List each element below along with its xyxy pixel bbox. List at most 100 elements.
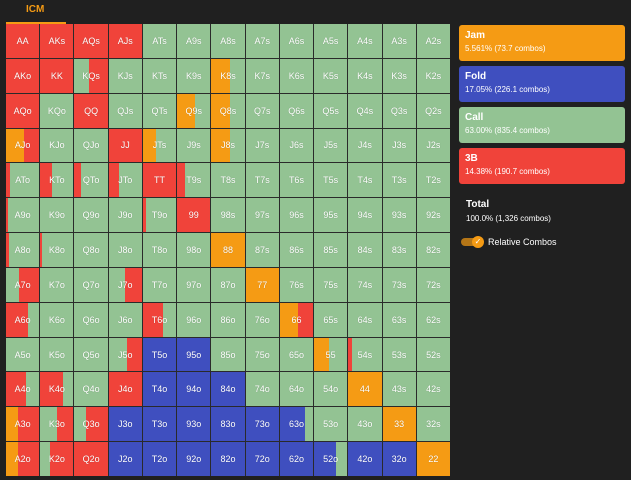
hand-cell[interactable]: K5o xyxy=(40,337,74,372)
hand-cell[interactable]: KTo xyxy=(40,163,74,198)
hand-cell[interactable]: A5s xyxy=(314,24,348,58)
hand-cell[interactable]: J5o xyxy=(108,337,142,372)
hand-cell[interactable]: 87s xyxy=(245,233,279,267)
hand-cell[interactable]: 82o xyxy=(211,442,245,476)
legend-card-fold[interactable]: Fold 17.05% (226.1 combos) xyxy=(459,66,625,102)
hand-cell[interactable]: 86o xyxy=(211,302,245,337)
hand-cell[interactable]: A9o xyxy=(6,198,40,233)
hand-cell[interactable]: T9o xyxy=(142,198,177,233)
hand-cell[interactable]: 62o xyxy=(279,442,314,476)
hand-cell[interactable]: JTo xyxy=(108,163,142,198)
hand-cell[interactable]: 33 xyxy=(382,407,416,442)
hand-cell[interactable]: J2o xyxy=(108,442,142,476)
hand-cell[interactable]: K5s xyxy=(314,58,348,93)
hand-cell[interactable]: 64o xyxy=(279,372,314,407)
hand-cell[interactable]: 95s xyxy=(314,198,348,233)
hand-cell[interactable]: KJo xyxy=(40,128,74,163)
hand-cell[interactable]: AJo xyxy=(6,128,40,163)
hand-cell[interactable]: A2s xyxy=(416,24,450,58)
hand-cell[interactable]: 43o xyxy=(348,407,382,442)
hand-cell[interactable]: T6o xyxy=(142,302,177,337)
hand-cell[interactable]: 53o xyxy=(314,407,348,442)
hand-cell[interactable]: 32s xyxy=(416,407,450,442)
hand-cell[interactable]: A8s xyxy=(211,24,245,58)
hand-cell[interactable]: 92s xyxy=(416,198,450,233)
hand-cell[interactable]: 42s xyxy=(416,372,450,407)
hand-cell[interactable]: KQs xyxy=(74,58,108,93)
hand-cell[interactable]: 55 xyxy=(314,337,348,372)
hand-cell[interactable]: Q4o xyxy=(74,372,108,407)
hand-cell[interactable]: 74o xyxy=(245,372,279,407)
hand-cell[interactable]: 82s xyxy=(416,233,450,267)
hand-cell[interactable]: 77 xyxy=(245,267,279,302)
hand-cell[interactable]: T2s xyxy=(416,163,450,198)
hand-cell[interactable]: J9o xyxy=(108,198,142,233)
hand-cell[interactable]: 64s xyxy=(348,302,382,337)
hand-cell[interactable]: Q2o xyxy=(74,442,108,476)
legend-card-3b[interactable]: 3B 14.38% (190.7 combos) xyxy=(459,148,625,184)
hand-cell[interactable]: A4o xyxy=(6,372,40,407)
hand-cell[interactable]: KTs xyxy=(142,58,177,93)
hand-cell[interactable]: J3o xyxy=(108,407,142,442)
hand-cell[interactable]: 83s xyxy=(382,233,416,267)
hand-cell[interactable]: 52o xyxy=(314,442,348,476)
hand-cell[interactable]: 94s xyxy=(348,198,382,233)
hand-cell[interactable]: Q8o xyxy=(74,233,108,267)
hand-cell[interactable]: Q4s xyxy=(348,93,382,128)
hand-cell[interactable]: Q9o xyxy=(74,198,108,233)
hand-cell[interactable]: J2s xyxy=(416,128,450,163)
hand-cell[interactable]: 93o xyxy=(177,407,211,442)
hand-cell[interactable]: 43s xyxy=(382,372,416,407)
hand-cell[interactable]: 88 xyxy=(211,233,245,267)
hand-cell[interactable]: J4s xyxy=(348,128,382,163)
hand-cell[interactable]: 76o xyxy=(245,302,279,337)
hand-cell[interactable]: TT xyxy=(142,163,177,198)
hand-cell[interactable]: 85s xyxy=(314,233,348,267)
hand-cell[interactable]: A3s xyxy=(382,24,416,58)
hand-cell[interactable]: ATs xyxy=(142,24,177,58)
hand-cell[interactable]: 75s xyxy=(314,267,348,302)
hand-cell[interactable]: T7o xyxy=(142,267,177,302)
hand-cell[interactable]: K8o xyxy=(40,233,74,267)
hand-cell[interactable]: Q2s xyxy=(416,93,450,128)
hand-cell[interactable]: K2s xyxy=(416,58,450,93)
hand-cell[interactable]: QTo xyxy=(74,163,108,198)
hand-cell[interactable]: T3s xyxy=(382,163,416,198)
hand-cell[interactable]: AKs xyxy=(40,24,74,58)
hand-cell[interactable]: K3s xyxy=(382,58,416,93)
hand-cell[interactable]: Q7s xyxy=(245,93,279,128)
hand-cell[interactable]: AJs xyxy=(108,24,142,58)
hand-cell[interactable]: A7o xyxy=(6,267,40,302)
hand-cell[interactable]: KQo xyxy=(40,93,74,128)
hand-cell[interactable]: 75o xyxy=(245,337,279,372)
hand-cell[interactable]: J8o xyxy=(108,233,142,267)
hand-cell[interactable]: Q5s xyxy=(314,93,348,128)
hand-cell[interactable]: K8s xyxy=(211,58,245,93)
hand-cell[interactable]: 65s xyxy=(314,302,348,337)
hand-cell[interactable]: T4s xyxy=(348,163,382,198)
hand-cell[interactable]: T5s xyxy=(314,163,348,198)
hand-cell[interactable]: Q7o xyxy=(74,267,108,302)
hand-cell[interactable]: KK xyxy=(40,58,74,93)
hand-cell[interactable]: J7s xyxy=(245,128,279,163)
hand-cell[interactable]: AKo xyxy=(6,58,40,93)
hand-cell[interactable]: Q3o xyxy=(74,407,108,442)
hand-cell[interactable]: ATo xyxy=(6,163,40,198)
hand-cell[interactable]: J7o xyxy=(108,267,142,302)
hand-cell[interactable]: 94o xyxy=(177,372,211,407)
hand-cell[interactable]: 65o xyxy=(279,337,314,372)
hand-cell[interactable]: 99 xyxy=(177,198,211,233)
hand-cell[interactable]: 72o xyxy=(245,442,279,476)
hand-cell[interactable]: AQs xyxy=(74,24,108,58)
hand-cell[interactable]: 98o xyxy=(177,233,211,267)
hand-cell[interactable]: J3s xyxy=(382,128,416,163)
hand-cell[interactable]: 62s xyxy=(416,302,450,337)
hand-cell[interactable]: J5s xyxy=(314,128,348,163)
hand-cell[interactable]: 52s xyxy=(416,337,450,372)
hand-cell[interactable]: 72s xyxy=(416,267,450,302)
hand-cell[interactable]: 32o xyxy=(382,442,416,476)
hand-cell[interactable]: J9s xyxy=(177,128,211,163)
hand-cell[interactable]: 73s xyxy=(382,267,416,302)
hand-cell[interactable]: JJ xyxy=(108,128,142,163)
hand-cell[interactable]: A7s xyxy=(245,24,279,58)
